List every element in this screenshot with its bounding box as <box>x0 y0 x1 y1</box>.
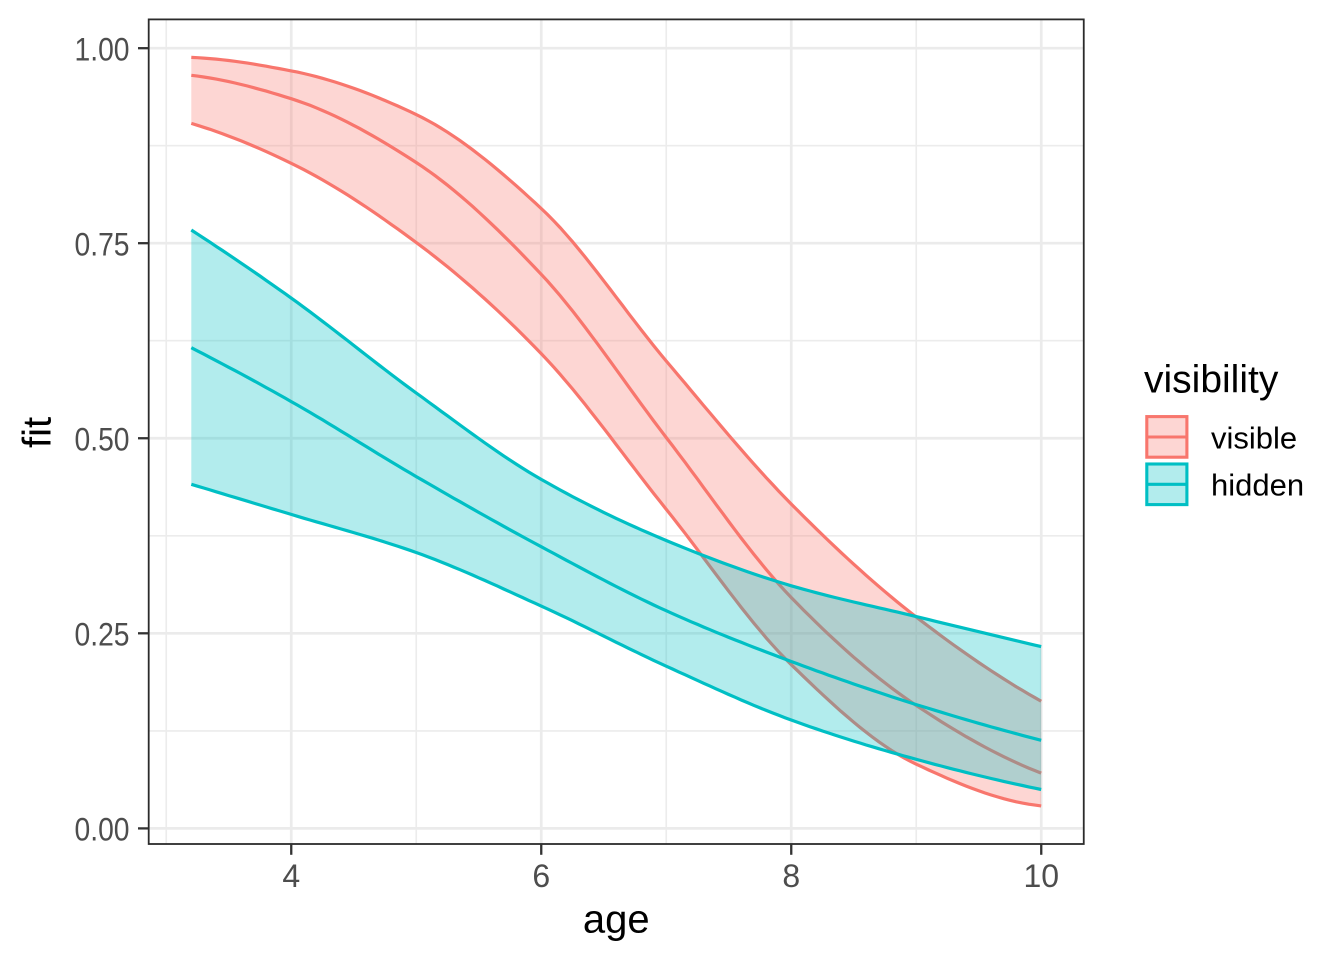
svg-text:8: 8 <box>782 858 800 894</box>
svg-text:0.50: 0.50 <box>75 421 130 457</box>
svg-text:fit: fit <box>15 417 59 448</box>
svg-text:10: 10 <box>1023 858 1059 894</box>
svg-text:visibility: visibility <box>1144 358 1279 401</box>
svg-text:1.00: 1.00 <box>75 31 130 67</box>
svg-text:age: age <box>583 898 650 942</box>
svg-text:0.00: 0.00 <box>75 812 130 848</box>
svg-text:hidden: hidden <box>1211 467 1304 502</box>
svg-text:4: 4 <box>282 858 300 894</box>
svg-text:0.75: 0.75 <box>75 226 130 262</box>
svg-text:0.25: 0.25 <box>75 617 130 653</box>
svg-text:visible: visible <box>1211 421 1297 456</box>
svg-text:6: 6 <box>532 858 550 894</box>
